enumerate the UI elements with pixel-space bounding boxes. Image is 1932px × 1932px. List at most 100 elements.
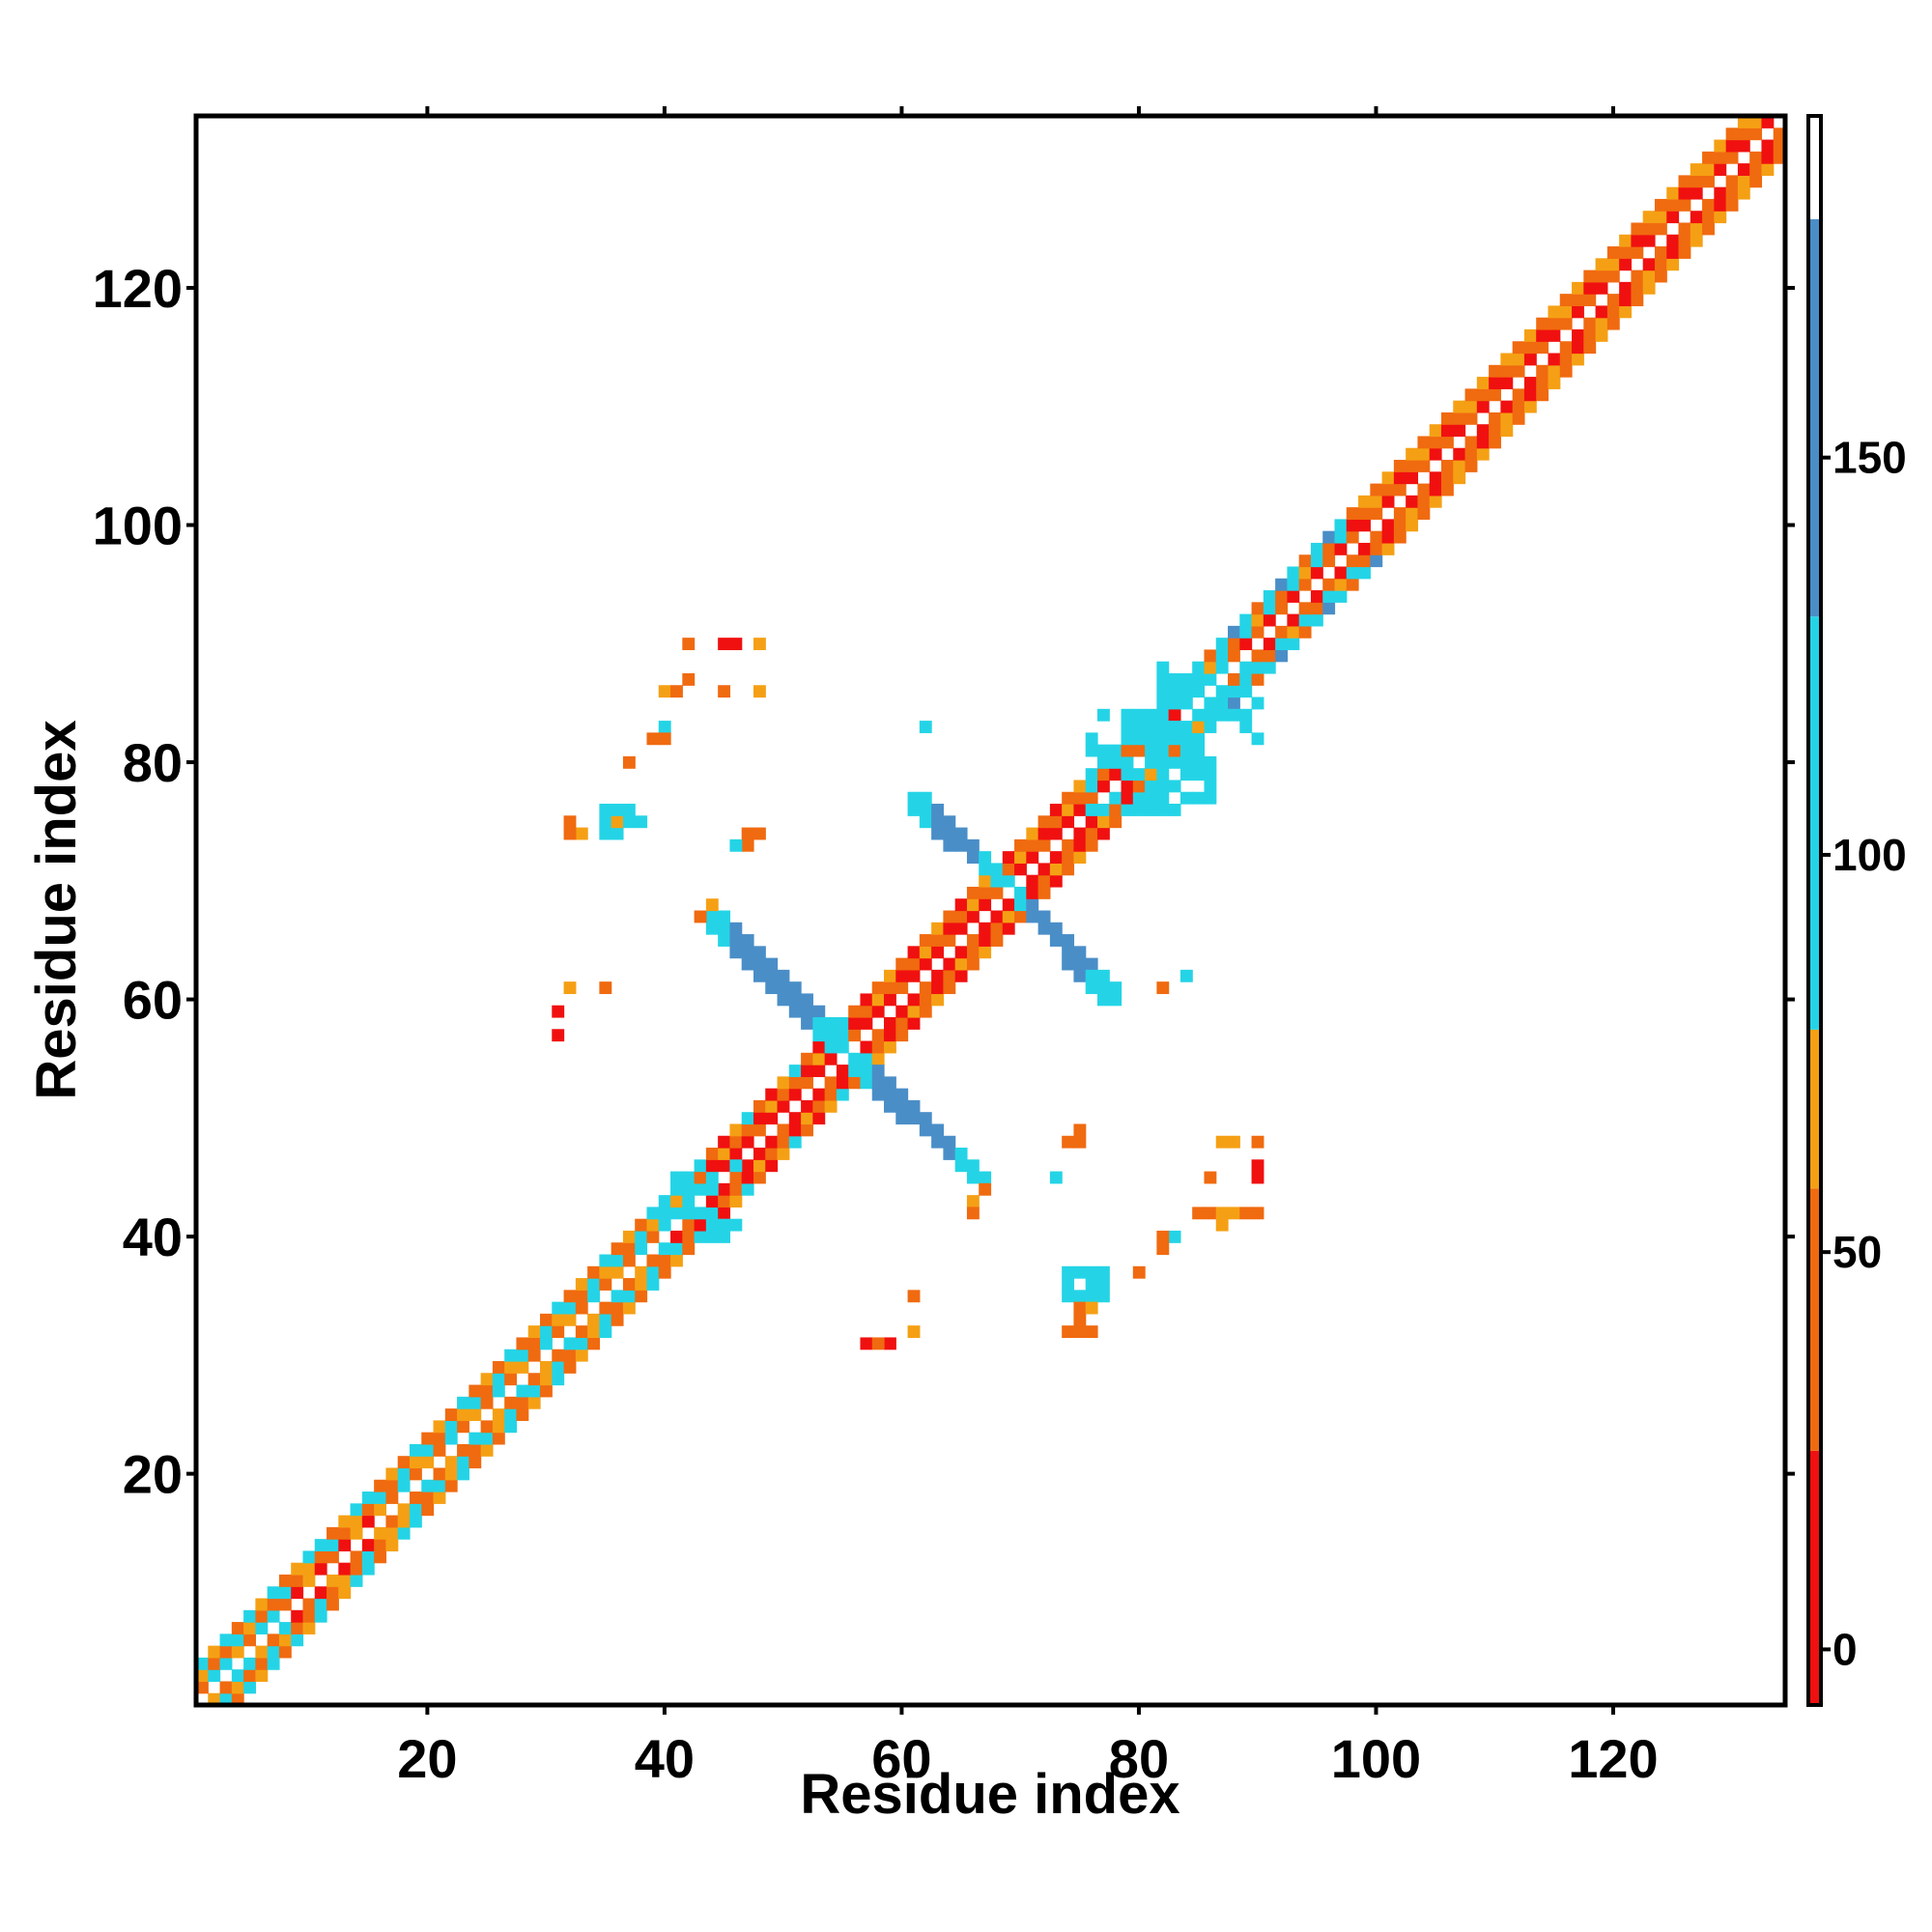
heatmap-cell bbox=[208, 1692, 221, 1706]
heatmap-cell bbox=[871, 1065, 885, 1077]
heatmap-cell bbox=[1132, 768, 1146, 781]
heatmap-cell bbox=[196, 1681, 209, 1694]
heatmap-cell bbox=[552, 1325, 565, 1339]
heatmap-cell bbox=[718, 1218, 731, 1232]
heatmap-cell bbox=[1500, 400, 1514, 413]
heatmap-cell bbox=[1429, 471, 1442, 485]
heatmap-cell bbox=[409, 1456, 422, 1469]
heatmap-cell bbox=[1595, 328, 1608, 342]
heatmap-cell bbox=[658, 1254, 671, 1267]
heatmap-cell bbox=[871, 981, 885, 995]
heatmap-cell bbox=[753, 1148, 766, 1160]
heatmap-cell bbox=[1440, 412, 1454, 425]
heatmap-cell bbox=[1168, 672, 1181, 686]
heatmap-cell bbox=[966, 838, 980, 852]
heatmap-cell bbox=[1322, 590, 1336, 603]
heatmap-cell bbox=[990, 886, 1004, 899]
heatmap-cell bbox=[1619, 281, 1633, 295]
heatmap-cell bbox=[1631, 246, 1644, 259]
heatmap-cell bbox=[884, 1088, 896, 1101]
heatmap-cell bbox=[860, 1016, 873, 1030]
heatmap-cell bbox=[919, 804, 932, 816]
heatmap-cell bbox=[979, 886, 992, 899]
heatmap-cell bbox=[433, 1492, 446, 1504]
heatmap-cell bbox=[646, 1230, 660, 1243]
heatmap-cell bbox=[1761, 163, 1775, 176]
heatmap-cell bbox=[1145, 755, 1157, 769]
heatmap-cell bbox=[1654, 246, 1667, 259]
heatmap-cell bbox=[421, 1479, 435, 1492]
heatmap-cell bbox=[527, 1325, 541, 1339]
heatmap-cell bbox=[966, 886, 980, 899]
heatmap-cell bbox=[421, 1503, 435, 1517]
heatmap-cell bbox=[575, 1278, 588, 1291]
heatmap-cell bbox=[1002, 874, 1015, 888]
heatmap-cell bbox=[1179, 696, 1193, 710]
heatmap-cell bbox=[409, 1443, 422, 1457]
heatmap-cell bbox=[705, 1182, 719, 1196]
heatmap-cell bbox=[1606, 305, 1620, 319]
heatmap-cell bbox=[492, 1408, 505, 1421]
heatmap-cell bbox=[611, 1313, 624, 1326]
heatmap-cell bbox=[1251, 613, 1264, 627]
heatmap-cell bbox=[1096, 755, 1110, 769]
heatmap-cell bbox=[1334, 519, 1348, 532]
heatmap-cell bbox=[196, 1669, 209, 1683]
heatmap-cell bbox=[1417, 495, 1431, 508]
heatmap-cell bbox=[421, 1432, 435, 1445]
heatmap-cell bbox=[1429, 436, 1442, 449]
heatmap-cell bbox=[243, 1609, 256, 1623]
heatmap-cell bbox=[979, 851, 992, 864]
heatmap-cell bbox=[1346, 566, 1359, 580]
heatmap-cell bbox=[1773, 139, 1786, 153]
heatmap-cell bbox=[1085, 1278, 1098, 1291]
heatmap-cell bbox=[1192, 708, 1206, 722]
heatmap-cell bbox=[646, 1265, 660, 1279]
heatmap-cell bbox=[931, 922, 944, 935]
heatmap-cell bbox=[291, 1586, 304, 1600]
heatmap-cell bbox=[1559, 341, 1573, 355]
heatmap-cell bbox=[1026, 886, 1039, 899]
heatmap-cell bbox=[1393, 507, 1406, 520]
heatmap-cell bbox=[1761, 151, 1775, 164]
heatmap-cell bbox=[1179, 755, 1193, 769]
heatmap-cell bbox=[421, 1492, 435, 1504]
heatmap-cell bbox=[314, 1598, 327, 1611]
heatmap-cell bbox=[575, 1290, 588, 1303]
heatmap-cell bbox=[1085, 827, 1098, 840]
heatmap-cell bbox=[1073, 957, 1087, 971]
colorbar-band bbox=[1808, 1450, 1821, 1705]
heatmap-cell bbox=[1132, 708, 1146, 722]
heatmap-cell bbox=[1725, 128, 1739, 141]
heatmap-cell bbox=[444, 1479, 458, 1492]
heatmap-cell bbox=[682, 1218, 696, 1232]
heatmap-cell bbox=[1417, 483, 1431, 497]
heatmap-cell bbox=[469, 1396, 482, 1409]
heatmap-cell bbox=[314, 1539, 327, 1552]
heatmap-cell bbox=[765, 981, 779, 995]
heatmap-cell bbox=[943, 969, 956, 982]
heatmap-cell bbox=[255, 1657, 269, 1670]
heatmap-cell bbox=[622, 1230, 636, 1243]
heatmap-cell bbox=[990, 863, 1004, 876]
heatmap-cell bbox=[741, 1135, 754, 1149]
heatmap-cell bbox=[931, 969, 944, 982]
heatmap-cell bbox=[1523, 353, 1537, 366]
heatmap-cell bbox=[812, 1052, 826, 1065]
heatmap-cell bbox=[540, 1384, 553, 1398]
heatmap-cell bbox=[433, 1443, 446, 1457]
heatmap-cell bbox=[1168, 708, 1181, 722]
heatmap-cell bbox=[1168, 696, 1181, 710]
heatmap-cell bbox=[1536, 317, 1549, 330]
heatmap-cell bbox=[1406, 447, 1419, 461]
heatmap-cell bbox=[1073, 969, 1087, 982]
heatmap-cell bbox=[1179, 791, 1193, 805]
heatmap-cell bbox=[1145, 721, 1157, 733]
heatmap-cell bbox=[1085, 1265, 1098, 1279]
heatmap-cell bbox=[1678, 186, 1691, 200]
heatmap-cell bbox=[943, 815, 956, 829]
heatmap-cell bbox=[777, 1099, 790, 1113]
heatmap-cell bbox=[1322, 530, 1336, 544]
colorbar-band bbox=[1808, 1029, 1821, 1189]
heatmap-cell bbox=[1037, 886, 1051, 899]
